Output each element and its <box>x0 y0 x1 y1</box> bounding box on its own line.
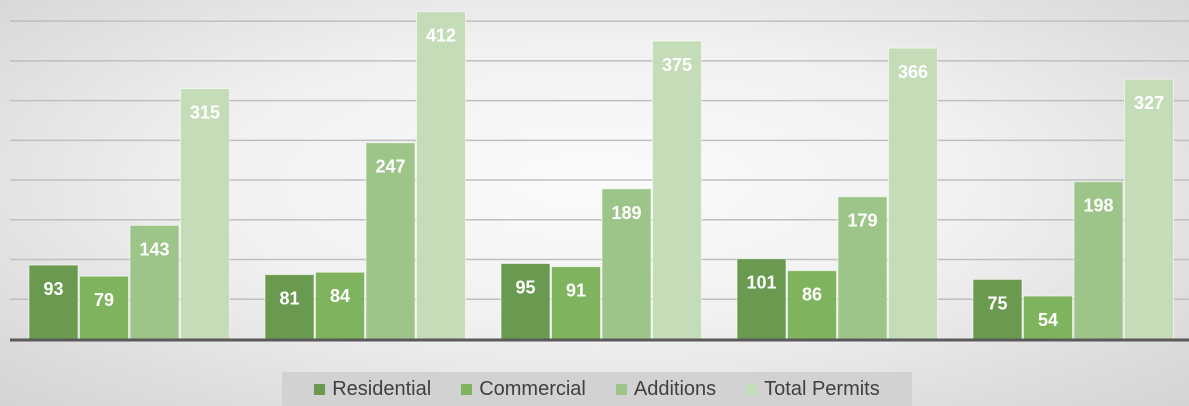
bar-total-permits-4 <box>888 47 938 340</box>
data-label: 375 <box>662 55 692 75</box>
bar-additions-1 <box>129 224 180 340</box>
bars <box>28 11 1174 340</box>
legend-item-residential: Residential <box>314 378 431 401</box>
data-label: 95 <box>515 278 535 298</box>
bar-additions-4 <box>837 196 888 340</box>
data-label: 101 <box>746 273 776 293</box>
legend-swatch-commercial <box>461 383 473 395</box>
data-label: 84 <box>330 286 350 306</box>
bar-additions-2 <box>365 142 416 340</box>
legend-item-commercial: Commercial <box>461 378 586 401</box>
legend-label-additions: Additions <box>633 377 717 400</box>
data-label: 198 <box>1083 196 1113 216</box>
data-label: 81 <box>279 289 299 309</box>
data-label: 327 <box>1134 93 1164 113</box>
bar-residential-4 <box>736 258 787 340</box>
data-label: 412 <box>426 26 456 46</box>
bar-total-permits-2 <box>416 11 466 340</box>
bar-total-permits-1 <box>180 88 230 340</box>
data-label: 93 <box>43 279 63 299</box>
data-label: 366 <box>898 62 928 82</box>
data-label: 315 <box>190 103 220 123</box>
legend-label-commercial: Commercial <box>479 377 586 400</box>
legend: Residential Commercial Additions Total P… <box>282 372 912 406</box>
legend-label-total-permits: Total Permits <box>764 377 880 400</box>
legend-swatch-total-permits <box>746 383 758 395</box>
data-label: 54 <box>1038 310 1058 330</box>
data-label: 143 <box>139 239 169 259</box>
bar-commercial-3 <box>551 266 601 340</box>
legend-item-total-permits: Total Permits <box>746 378 880 401</box>
data-label: 91 <box>566 281 586 301</box>
data-label: 189 <box>611 203 641 223</box>
bar-total-permits-3 <box>652 40 702 340</box>
data-label: 79 <box>94 290 114 310</box>
legend-swatch-residential <box>314 383 326 395</box>
data-label: 75 <box>987 293 1007 313</box>
bar-commercial-2 <box>315 271 365 340</box>
bar-residential-3 <box>500 263 551 340</box>
legend-label-residential: Residential <box>332 377 432 400</box>
bar-total-permits-5 <box>1124 78 1174 340</box>
data-label: 247 <box>375 157 405 177</box>
bar-commercial-1 <box>79 275 129 340</box>
bar-commercial-5 <box>1023 295 1073 340</box>
legend-swatch-additions <box>615 383 627 395</box>
bar-additions-5 <box>1073 181 1124 340</box>
bar-residential-5 <box>972 278 1023 340</box>
legend-item-additions: Additions <box>615 377 717 401</box>
data-label: 86 <box>802 285 822 305</box>
bar-residential-1 <box>28 264 79 340</box>
data-labels: 93 81 95 101 75 79 84 91 86 54 143 247 189 179 198 315 4… <box>43 26 1164 331</box>
data-label: 179 <box>847 211 877 231</box>
bar-commercial-4 <box>787 270 837 340</box>
